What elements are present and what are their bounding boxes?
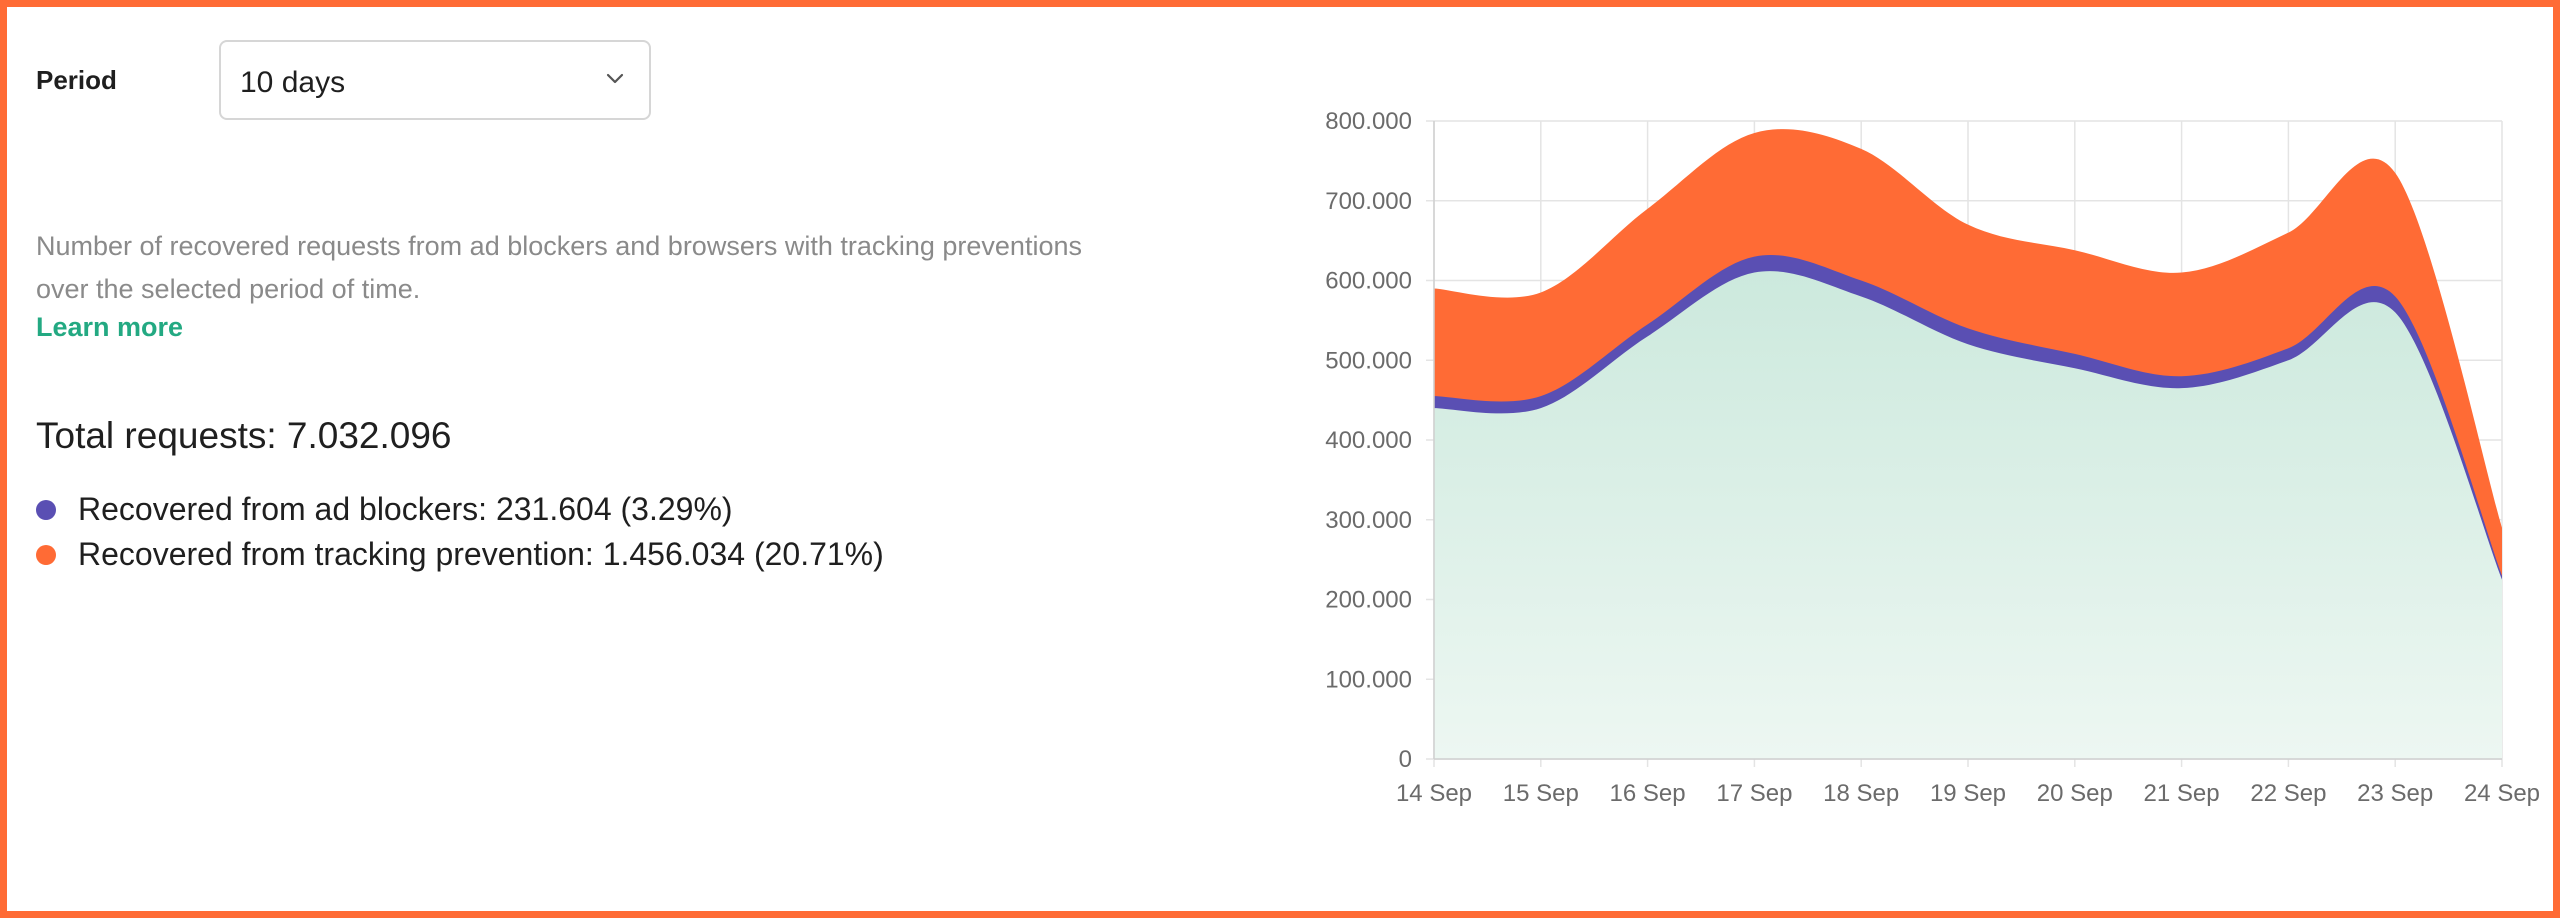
- chart-axes: 0 100.000 200.000 300.000 400.000 500.000 600.…: [1325, 108, 2540, 807]
- x-tick-label: 20 Sep: [2037, 780, 2113, 807]
- x-tick-label: 19 Sep: [1930, 780, 2006, 807]
- legend-label-tracking-prevention: Recovered from tracking prevention: 1.45…: [78, 536, 884, 572]
- period-select[interactable]: 10 days: [219, 40, 651, 120]
- learn-more-link[interactable]: Learn more: [36, 312, 184, 342]
- x-tick-label: 24 Sep: [2464, 780, 2540, 807]
- x-tick-label: 16 Sep: [1610, 780, 1686, 807]
- y-tick-label: 200.000: [1325, 587, 1412, 614]
- ad-blockers-dot-icon: [36, 499, 56, 520]
- y-tick-label: 400.000: [1325, 427, 1412, 454]
- x-tick-label: 21 Sep: [2144, 780, 2220, 807]
- legend-item-ad-blockers: Recovered from ad blockers: 231.604 (3.2…: [36, 491, 733, 528]
- y-tick-label: 600.000: [1325, 268, 1412, 295]
- chevron-down-icon: [606, 73, 624, 84]
- x-tick-label: 18 Sep: [1823, 780, 1899, 807]
- total-requests: Total requests: 7.032.096: [36, 415, 452, 456]
- legend-item-tracking-prevention: Recovered from tracking prevention: 1.45…: [36, 536, 884, 573]
- y-tick-label: 100.000: [1325, 666, 1412, 693]
- y-tick-label: 500.000: [1325, 347, 1412, 374]
- x-tick-label: 14 Sep: [1396, 780, 1472, 807]
- legend-label-ad-blockers: Recovered from ad blockers: 231.604 (3.2…: [78, 491, 733, 527]
- y-tick-label: 0: [1399, 746, 1412, 773]
- x-tick-label: 22 Sep: [2250, 780, 2326, 807]
- description-text: Number of recovered requests from ad blo…: [36, 231, 1082, 304]
- x-tick-label: 23 Sep: [2357, 780, 2433, 807]
- y-tick-label: 800.000: [1325, 108, 1412, 135]
- y-tick-label: 700.000: [1325, 188, 1412, 215]
- y-tick-label: 300.000: [1325, 507, 1412, 534]
- x-tick-label: 15 Sep: [1503, 780, 1579, 807]
- chart-areas: [1434, 129, 2502, 760]
- requests-area-chart: 0 100.000 200.000 300.000 400.000 500.000 600.…: [1325, 108, 2540, 807]
- tracking-prevention-dot-icon: [36, 544, 56, 565]
- period-label: Period: [36, 65, 117, 95]
- area-base-requests: [1434, 271, 2502, 759]
- x-tick-label: 17 Sep: [1716, 780, 1792, 807]
- period-select-value: 10 days: [240, 66, 346, 99]
